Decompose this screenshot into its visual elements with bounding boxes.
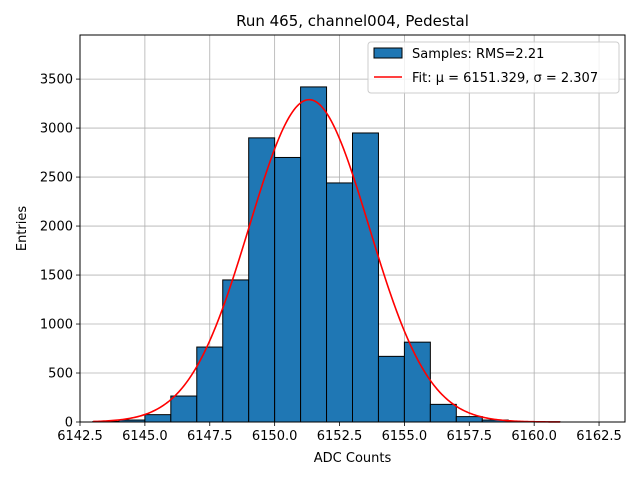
y-tick-label: 3000 — [40, 122, 73, 137]
histogram-bar — [352, 132, 379, 423]
x-tick-label: 6147.5 — [187, 429, 233, 444]
histogram-bar — [455, 416, 483, 423]
x-tick-label: 6152.5 — [317, 429, 363, 444]
y-tick-label: 1500 — [40, 269, 73, 284]
histogram-bar — [300, 86, 328, 423]
legend-label-samples: Samples: RMS=2.21 — [412, 47, 544, 62]
axis-ticks: 6142.5 6145.0 6147.5 6150.0 6152.5 6155.0 6157… — [40, 73, 622, 444]
plot-frame — [79, 34, 626, 423]
legend-label-fit: Fit: μ = 6151.329, σ = 2.307 — [412, 71, 598, 86]
x-tick-label: 6157.5 — [447, 429, 493, 444]
histogram-bar — [429, 403, 457, 423]
legend: Samples: RMS=2.21 Fit: μ = 6151.329, σ =… — [367, 41, 620, 94]
y-tick-label: 1000 — [40, 318, 73, 333]
legend-swatch-samples — [373, 47, 403, 59]
fit-curve-group — [92, 98, 561, 423]
x-tick-label: 6160.0 — [511, 429, 557, 444]
histogram-bar — [274, 156, 302, 423]
x-tick-label: 6142.5 — [57, 429, 103, 444]
histogram-bar — [377, 355, 405, 423]
legend-box — [367, 41, 620, 94]
histogram-bar — [170, 395, 198, 423]
x-tick-label: 6145.0 — [122, 429, 168, 444]
histogram-bar — [144, 414, 172, 423]
x-tick-label: 6150.0 — [252, 429, 298, 444]
y-axis-label: Entries — [15, 206, 30, 252]
x-tick-label: 6162.5 — [576, 429, 622, 444]
histogram-bar — [403, 341, 431, 423]
x-tick-label: 6155.0 — [382, 429, 428, 444]
y-tick-label: 2500 — [40, 171, 73, 186]
x-axis-label: ADC Counts — [314, 451, 392, 466]
y-tick-label: 0 — [65, 416, 73, 431]
histogram-bar — [248, 137, 276, 423]
histogram-bars — [92, 86, 561, 423]
chart-title: Run 465, channel004, Pedestal — [236, 12, 469, 30]
fit-curve — [92, 98, 561, 423]
histogram-bar — [326, 182, 353, 423]
histogram-bar — [222, 279, 250, 423]
y-tick-label: 500 — [48, 367, 73, 382]
y-tick-label: 2000 — [40, 220, 73, 235]
y-tick-label: 3500 — [40, 73, 73, 88]
